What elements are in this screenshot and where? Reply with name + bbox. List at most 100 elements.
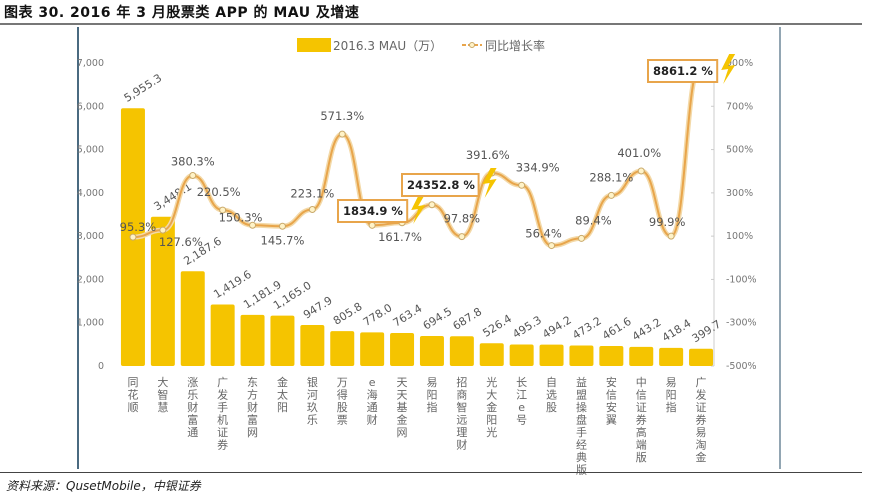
left-tick-label: 2,000 [77,274,104,285]
highlight-label-box [337,199,409,223]
bar [210,304,235,366]
bar-data-label: 473.2 [570,314,604,342]
bar-data-label: 778.0 [361,301,395,329]
bar [689,348,714,366]
highlight-growth-label: 24352.8 % [407,178,475,192]
growth-data-label: 223.1% [290,187,334,201]
bar [419,335,444,366]
bar [509,344,534,366]
highlight-growth-label: 8861.2 % [653,64,713,78]
category-label: 大智慧 [157,375,168,414]
bar-data-label: 494.2 [540,313,574,341]
source-note: 资料来源：QusetMobile，中银证券 [6,479,201,493]
bar-data-label: 418.4 [660,317,694,345]
left-tick-label: 5,000 [77,145,104,156]
growth-point [189,171,197,179]
right-tick-label: 500% [726,145,753,156]
category-label: 银河玖乐 [307,375,318,427]
growth-data-label: 391.6% [466,148,510,162]
bar [599,346,624,366]
growth-point [518,181,526,189]
category-label: 光大金阳光 [486,375,497,439]
category-label: 易阳指 [426,376,437,414]
category-label: 自选股 [546,376,557,414]
bar [539,344,564,366]
growth-point [219,206,227,214]
bar [330,331,355,366]
growth-point [607,191,615,199]
bar [360,332,385,366]
highlight-growth-label: 1834.9 % [343,204,403,218]
left-tick-label: 1,000 [77,318,104,329]
bar [629,346,654,366]
bar [150,216,175,366]
growth-point [308,206,316,214]
growth-data-label: 89.4% [575,213,612,227]
growth-data-label: 56.4% [525,227,562,241]
bar [300,324,325,366]
growth-data-label: 401.0% [617,146,661,160]
figure-title: 图表 30. 2016 年 3 月股票类 APP 的 MAU 及增速 [4,5,360,21]
bar-data-label: 763.4 [391,302,425,330]
category-label: 招商智远理财 [456,375,467,452]
category-label: 广发证券易淘金 [696,376,707,464]
highlight-label-box [401,173,480,197]
category-label: 东方财富网 [247,376,258,439]
growth-point [577,234,585,242]
left-tick-label: 7,000 [77,58,104,69]
bar-data-label: 399.7 [690,318,724,346]
bar-data-label: 443.2 [630,316,664,344]
legend-bar-swatch [297,38,331,52]
growth-data-label: 220.5% [197,185,241,199]
growth-point [159,226,167,234]
left-tick-label: 3,000 [77,231,104,242]
bar-data-label: 947.9 [301,294,335,322]
bottom-rule [0,472,862,473]
bar-data-label: 805.8 [331,300,365,328]
growth-point [548,242,556,250]
growth-point [278,222,286,230]
right-tick-label: -300% [726,318,757,329]
right-tick-label: -100% [726,274,757,285]
growth-data-label: 99.9% [649,215,686,229]
highlight-label-box [647,59,719,83]
bar-data-label: 495.3 [510,313,544,341]
bar-data-label: 3,448.1 [152,180,195,213]
category-label: 万得股票 [337,376,348,427]
growth-point [249,221,257,229]
legend-line-marker [469,42,475,48]
growth-data-label: 97.8% [444,212,481,226]
growth-data-label: 334.9% [516,160,560,174]
bar [569,345,594,366]
category-label: 金太阳 [277,375,288,414]
growth-point [129,233,137,241]
bar-data-label: 694.5 [421,305,455,333]
category-label: 广发手机证券 [217,376,228,452]
right-tick-label: 300% [726,188,753,199]
category-label: 安信安翼 [606,375,617,427]
bar-data-label: 461.6 [600,315,634,343]
legend-bar-label: 2016.3 MAU（万） [333,39,442,53]
bar-data-label: 687.8 [451,305,485,333]
right-tick-label: 700% [726,101,753,112]
growth-data-label: 571.3% [320,109,364,123]
bar-data-label: 5,955.3 [122,71,165,104]
category-label: 中信证券高端版 [636,376,647,464]
category-label: 天天基金网 [397,376,408,439]
category-label: 易阳指 [666,376,677,414]
growth-data-label: 380.3% [171,154,215,168]
growth-data-label: 127.6% [159,235,203,249]
right-tick-label: 100% [726,231,753,242]
top-rule [0,23,862,25]
bar [479,343,504,366]
bar [659,347,684,366]
growth-data-label: 288.1% [589,170,633,184]
lightning-icon [721,54,736,84]
bar [240,314,265,366]
left-tick-label: 4,000 [77,188,104,199]
left-tick-label: 6,000 [77,101,104,112]
right-tick-label: -500% [726,361,757,372]
growth-point [667,232,675,240]
category-label: 益盟操盘手经典版 [576,375,587,477]
